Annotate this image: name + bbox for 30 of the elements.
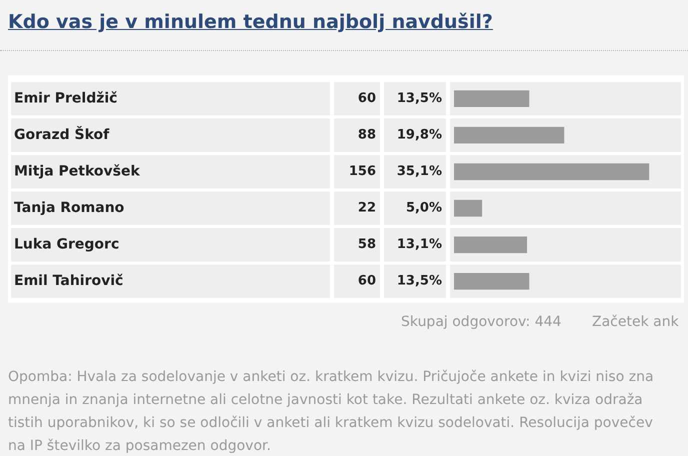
text: Skupaj odgovorov: 444	[401, 313, 562, 331]
bar	[454, 236, 528, 254]
bar	[454, 273, 530, 290]
y-tick-label: Emir Preldžič	[14, 90, 118, 106]
text: na IP številko za posamezen odgovor.	[8, 437, 272, 456]
text: 156	[348, 164, 376, 180]
text: 60	[358, 91, 376, 106]
data-label: 35,1%	[396, 164, 442, 180]
y-tick-label: Emil Tahirovič	[14, 272, 124, 289]
text: tistih uporabnikov, ki so se odločili v anketi ali kratkem kvizu sodelovati. Resolucija povečev	[8, 414, 654, 433]
data-label: 13,5%	[396, 274, 442, 289]
text: mnenja in znanja internetne ali celotne javnosti kot take. Rezultati ankete oz. kviza odraža	[8, 391, 644, 410]
data-label: 5,0%	[406, 200, 442, 216]
text: 88	[358, 128, 376, 143]
data-label: 13,5%	[396, 91, 442, 106]
text: 60	[358, 274, 376, 289]
y-tick-label: Mitja Petkovšek	[14, 163, 140, 180]
text: 22	[358, 200, 376, 216]
text: Začetek ank	[592, 313, 679, 331]
text: Opomba: Hvala za sodelovanje v anketi oz. kratkem kvizu. Pričujoče ankete in kvizi niso zna	[8, 368, 654, 387]
y-tick-label: Tanja Romano	[14, 200, 125, 216]
y-tick-label: Gorazd Škof	[14, 126, 110, 143]
y-tick-label: Luka Gregorc	[14, 236, 120, 252]
bar	[454, 90, 530, 107]
text: 58	[358, 237, 376, 252]
data-label: 13,1%	[396, 237, 442, 252]
bar	[454, 126, 564, 144]
text: Kdo vas je v minulem tednu najbolj navdušil?	[8, 10, 493, 35]
data-label: 19,8%	[396, 128, 442, 143]
bar	[454, 200, 482, 217]
